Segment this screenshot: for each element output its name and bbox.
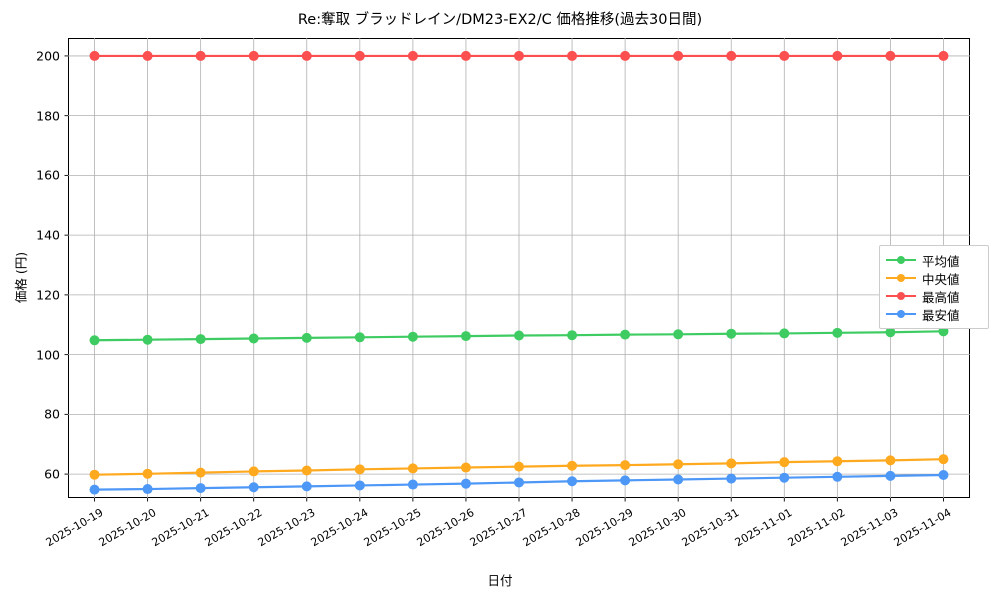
legend-marker-icon: [886, 253, 916, 267]
legend-item-3[interactable]: 最高値: [886, 287, 982, 305]
legend-item-2[interactable]: 中央値: [886, 269, 982, 287]
legend-item-1[interactable]: 平均値: [886, 251, 982, 269]
legend-item-4[interactable]: 最安値: [886, 305, 982, 323]
y-tick-label: 180: [36, 108, 60, 124]
y-tick-label: 120: [36, 287, 60, 303]
y-tick-label: 160: [36, 167, 60, 183]
chart-title: Re:奪取 ブラッドレイン/DM23-EX2/C 価格推移(過去30日間): [297, 12, 703, 28]
legend-marker-icon: [886, 289, 916, 303]
chart-legend[interactable]: 平均値中央値最高値最安値: [879, 245, 989, 329]
legend-label: 最高値: [922, 289, 960, 305]
legend-label: 中央値: [922, 271, 960, 287]
legend-label: 平均値: [922, 253, 960, 269]
legend-marker-icon: [886, 271, 916, 285]
y-tick-label: 100: [36, 347, 60, 363]
plot-area: [68, 38, 970, 498]
legend-label: 最安値: [922, 307, 960, 323]
y-tick-label: 80: [44, 406, 60, 422]
y-tick-label: 60: [44, 466, 60, 482]
x-axis-label: 日付: [487, 573, 513, 588]
y-tick-label: 140: [36, 227, 60, 243]
y-tick-label: 200: [36, 48, 60, 64]
y-axis-label: 価格 (円): [13, 251, 29, 304]
legend-marker-icon: [886, 307, 916, 321]
